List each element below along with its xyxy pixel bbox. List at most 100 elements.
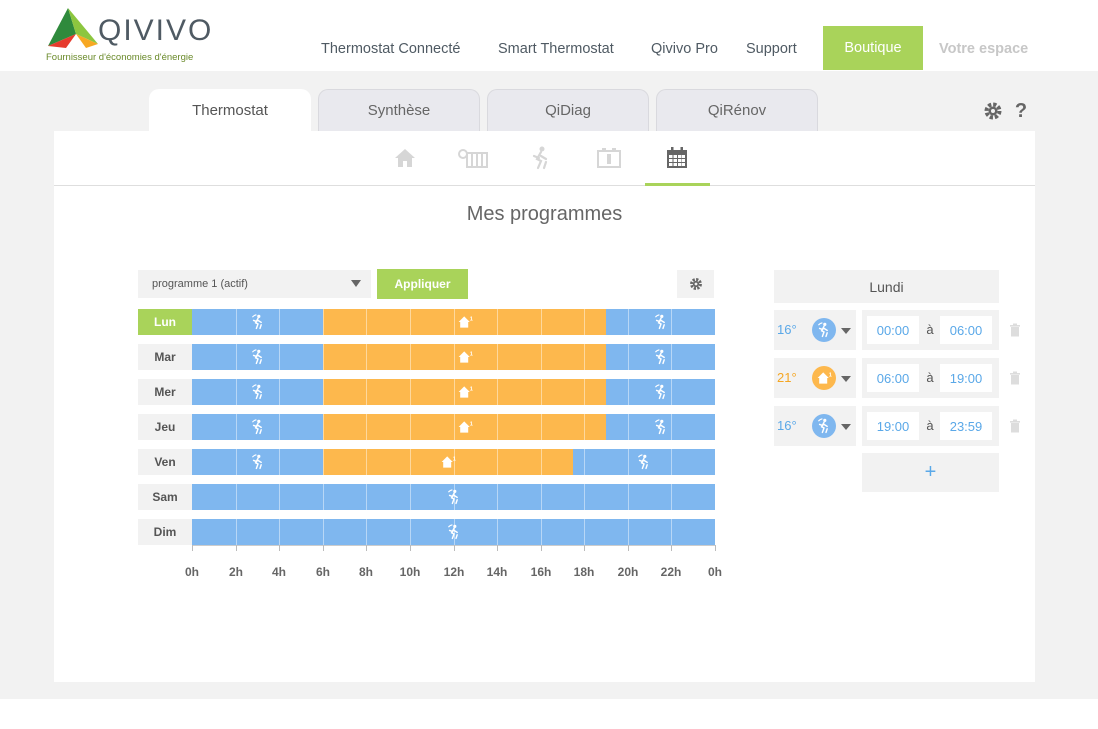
away-icon (653, 419, 669, 435)
eco-period-segment[interactable] (192, 309, 323, 335)
axis-tick-label: 0h (707, 565, 722, 579)
period-time-range: 06:00 à 19:00 (862, 358, 999, 398)
away-icon (636, 454, 652, 470)
eco-period-segment[interactable] (573, 449, 715, 475)
period-mode-select[interactable]: 16° (774, 310, 856, 350)
day-label-ven[interactable]: Ven (138, 449, 192, 475)
eco-period-segment[interactable] (192, 379, 323, 405)
period-mode-select[interactable]: 21° 1 (774, 358, 856, 398)
axis-tick-label: 14h (486, 565, 508, 579)
period-end-time-input[interactable]: 06:00 (940, 316, 992, 344)
program-settings-gear-icon[interactable] (677, 270, 714, 298)
away-icon[interactable] (524, 143, 558, 173)
tab-qirenov[interactable]: QiRénov (656, 89, 818, 131)
period-end-time-input[interactable]: 23:59 (940, 412, 992, 440)
away-icon (446, 524, 462, 540)
add-period-button[interactable]: + (862, 453, 999, 492)
eco-period-segment[interactable] (192, 414, 323, 440)
comfort-home-icon: 1 (440, 454, 456, 470)
day-track-sam (192, 484, 715, 510)
period-end-time-input[interactable]: 19:00 (940, 364, 992, 392)
time-separator: à (926, 418, 934, 433)
day-track-dim (192, 519, 715, 545)
axis-tick-mark (715, 545, 716, 551)
home-icon[interactable] (388, 143, 422, 173)
program-select[interactable]: programme 1 (actif) (138, 270, 371, 298)
period-start-time-input[interactable]: 19:00 (867, 412, 919, 440)
nav-link-qivivo-pro[interactable]: Qivivo Pro (651, 41, 718, 57)
axis-tick-label: 20h (617, 565, 639, 579)
day-label-dim[interactable]: Dim (138, 519, 192, 545)
period-time-range: 00:00 à 06:00 (862, 310, 999, 350)
eco-period-segment[interactable] (606, 309, 715, 335)
trash-icon[interactable] (1009, 371, 1021, 385)
tab-qidiag[interactable]: QiDiag (487, 89, 649, 131)
axis-tick-mark (454, 545, 455, 551)
axis-tick-mark (584, 545, 585, 551)
axis-tick-label: 6h (315, 565, 330, 579)
eco-period-segment[interactable] (192, 519, 715, 545)
axis-tick-mark (628, 545, 629, 551)
logo-wordmark: QIVIVO (98, 14, 214, 47)
day-track-mer: 1 (192, 379, 715, 405)
battery-icon[interactable] (592, 143, 626, 173)
nav-link-smart-thermostat[interactable]: Smart Thermostat (498, 41, 614, 57)
comfort-period-segment[interactable]: 1 (323, 449, 573, 475)
period-mode-select[interactable]: 16° (774, 406, 856, 446)
axis-tick-label: 16h (530, 565, 552, 579)
eco-period-segment[interactable] (606, 344, 715, 370)
axis-tick-mark (323, 545, 324, 551)
comfort-period-segment[interactable]: 1 (323, 414, 606, 440)
tab-thermostat[interactable]: Thermostat (149, 89, 311, 131)
logo-mark-icon (48, 8, 98, 48)
program-select-value: programme 1 (actif) (152, 278, 248, 290)
day-label-mer[interactable]: Mer (138, 379, 192, 405)
radiator-icon[interactable] (456, 143, 490, 173)
comfort-period-segment[interactable]: 1 (323, 379, 606, 405)
eco-period-segment[interactable] (192, 449, 323, 475)
day-track-ven: 1 (192, 449, 715, 475)
comfort-period-segment[interactable]: 1 (323, 344, 606, 370)
axis-tick-mark (366, 545, 367, 551)
period-start-time-input[interactable]: 00:00 (867, 316, 919, 344)
eco-period-segment[interactable] (606, 379, 715, 405)
comfort-period-segment[interactable]: 1 (323, 309, 606, 335)
comfort-home-icon: 1 (457, 314, 473, 330)
axis-tick-label: 12h (443, 565, 465, 579)
day-label-sam[interactable]: Sam (138, 484, 192, 510)
shop-button[interactable]: Boutique (823, 26, 923, 70)
away-icon (653, 349, 669, 365)
trash-icon[interactable] (1009, 323, 1021, 337)
away-icon (250, 384, 266, 400)
nav-link-support[interactable]: Support (746, 41, 797, 57)
trash-icon[interactable] (1009, 419, 1021, 433)
day-label-jeu[interactable]: Jeu (138, 414, 192, 440)
active-sub-tab-indicator (645, 183, 710, 186)
eco-period-segment[interactable] (192, 344, 323, 370)
account-link[interactable]: Votre espace (939, 41, 1029, 57)
day-track-mar: 1 (192, 344, 715, 370)
axis-tick-mark (541, 545, 542, 551)
chevron-down-icon (841, 424, 851, 430)
axis-tick-mark (279, 545, 280, 551)
page-title: Mes programmes (466, 203, 623, 225)
qivivo-logo[interactable]: QIVIVO Fournisseur d'économies d'énergie (46, 4, 226, 66)
calendar-icon[interactable] (660, 143, 694, 173)
away-icon (812, 318, 836, 342)
apply-button[interactable]: Appliquer (377, 269, 468, 299)
eco-period-segment[interactable] (606, 414, 715, 440)
period-start-time-input[interactable]: 06:00 (867, 364, 919, 392)
comfort-home-icon: 1 (457, 349, 473, 365)
eco-period-segment[interactable] (192, 484, 715, 510)
day-label-lun[interactable]: Lun (138, 309, 192, 335)
tab-synthese[interactable]: Synthèse (318, 89, 480, 131)
nav-link-thermostat-connecte[interactable]: Thermostat Connecté (321, 41, 461, 57)
period-temperature: 16° (777, 418, 797, 433)
chevron-down-icon (841, 328, 851, 334)
axis-tick-label: 18h (573, 565, 595, 579)
day-label-mar[interactable]: Mar (138, 344, 192, 370)
svg-text:1: 1 (469, 351, 472, 357)
settings-gear-icon[interactable] (982, 99, 1004, 123)
help-icon[interactable]: ? (1014, 99, 1028, 122)
time-separator: à (926, 322, 934, 337)
